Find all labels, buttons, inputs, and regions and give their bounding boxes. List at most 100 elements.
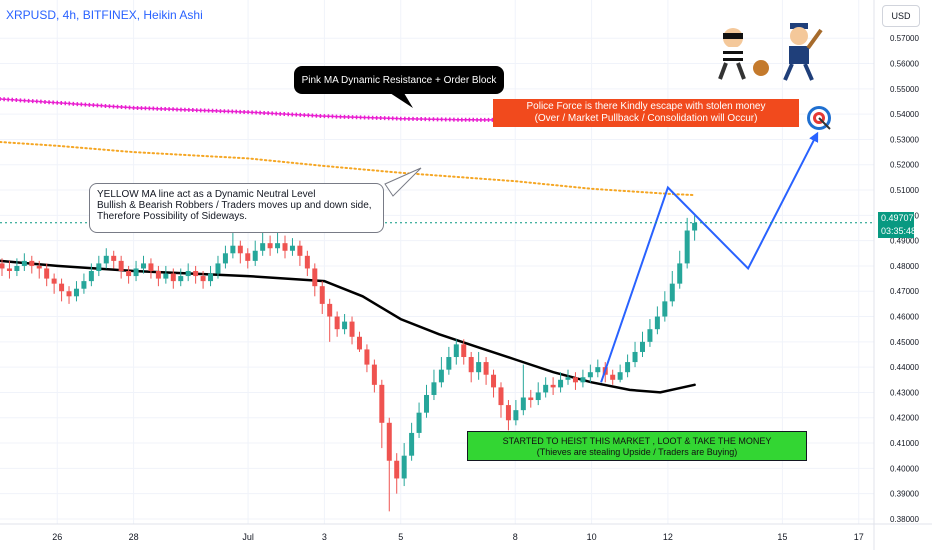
pink-ma-mark [286, 112, 291, 117]
pink-ma-mark [374, 115, 379, 120]
yellow-ma-annotation[interactable]: YELLOW MA line act as a Dynamic Neutral … [89, 183, 384, 233]
countdown-badge: 03:35:48 [878, 224, 916, 238]
heist-annotation-line-2: (Thieves are stealing Upside / Traders a… [536, 447, 738, 457]
pink-ma-mark [95, 103, 100, 108]
pink-ma-mark [274, 111, 279, 116]
target-icon [807, 106, 831, 130]
heist-annotation[interactable]: STARTED TO HEIST THIS MARKET , LOOT & TA… [467, 431, 807, 461]
candle-body [141, 263, 147, 269]
pink-ma-mark [214, 108, 219, 113]
candle-body [245, 253, 251, 261]
candle-body [595, 367, 601, 373]
police-annotation-line-2: (Over / Market Pullback / Consolidation … [534, 113, 758, 124]
candle-body [416, 412, 422, 433]
pink-ma-mark [334, 114, 339, 119]
pink-ma-mark [482, 117, 487, 122]
pink-ma-mark [111, 104, 116, 109]
pink-ma-mark [210, 108, 215, 113]
candle-body [349, 321, 355, 337]
y-tick-label: 0.53000 [890, 135, 919, 144]
y-tick-label: 0.56000 [890, 60, 919, 69]
candle-body [289, 245, 295, 251]
candle-body [401, 455, 407, 479]
pink-ma-mark [427, 117, 432, 122]
pink-ma-mark [435, 117, 440, 122]
pink-ma-mark [467, 117, 472, 122]
pink-ma-mark [75, 102, 80, 107]
candle-body [535, 392, 541, 401]
projection [384, 93, 819, 383]
y-tick-label: 0.48000 [890, 262, 919, 271]
police-annotation[interactable]: Police Force is there Kindly escape with… [493, 99, 799, 127]
candle-body [394, 460, 400, 479]
candle-body [81, 281, 87, 289]
candle-body [44, 268, 50, 279]
candle-body [468, 357, 474, 373]
candle-body [356, 336, 362, 350]
pink-ma-mark [310, 113, 315, 118]
pink-ma-mark [290, 112, 295, 117]
candle-body [319, 286, 325, 304]
candle-body [639, 341, 645, 352]
candle-body [260, 243, 266, 251]
candle-body [282, 243, 288, 251]
pink-ma-mark [26, 98, 31, 103]
candle-body [543, 384, 549, 393]
x-tick-label: 3 [322, 532, 327, 542]
black-ma-line [0, 259, 696, 394]
pink-ma-mark [51, 100, 56, 105]
pink-ma-mark [250, 110, 255, 115]
heist-annotation-line-1: STARTED TO HEIST THIS MARKET , LOOT & TA… [502, 436, 772, 446]
pink-ma-mark [103, 103, 108, 108]
candle-body [446, 357, 452, 370]
candle-body [550, 384, 556, 388]
pink-ma-mark [419, 117, 424, 122]
candle-body [625, 362, 631, 373]
pink-ma-annotation[interactable]: Pink MA Dynamic Resistance + Order Block [294, 66, 504, 94]
x-tick-label: 28 [129, 532, 139, 542]
candle-body [476, 362, 482, 373]
pink-ma-mark [194, 108, 199, 113]
candle-body [572, 377, 578, 383]
currency-button[interactable]: USD [882, 5, 920, 27]
pink-ma-mark [163, 107, 168, 112]
pink-ma-mark [306, 113, 311, 118]
pink-ma-mark [394, 116, 399, 121]
candle-body [14, 265, 20, 271]
candle-body [528, 397, 534, 401]
candle-body [6, 268, 12, 271]
x-tick-label: 26 [52, 532, 62, 542]
candle-body [267, 243, 273, 249]
pink-ma-mark [318, 113, 323, 118]
current-price-badge: 0.49707 [878, 211, 914, 225]
pink-ma-mark [326, 114, 331, 119]
y-tick-label: 0.45000 [890, 338, 919, 347]
pink-annotation-pointer [390, 93, 413, 108]
candle-body [461, 344, 467, 358]
pink-ma-mark [182, 107, 187, 112]
candle-body [29, 260, 35, 266]
candles [0, 215, 698, 512]
x-tick-label: Jul [242, 532, 254, 542]
candle-body [0, 263, 5, 269]
candle-body [222, 253, 228, 264]
pink-ma-mark [298, 112, 303, 117]
pink-ma-mark [471, 117, 476, 122]
candle-body [669, 283, 675, 302]
candle-body [424, 394, 430, 413]
y-tick-label: 0.49000 [890, 237, 919, 246]
moving-averages [0, 96, 696, 394]
candle-body [371, 364, 377, 385]
candle-body [364, 349, 370, 365]
pink-ma-mark [55, 100, 60, 105]
candle-body [230, 245, 236, 254]
candle-body [610, 374, 616, 380]
pink-ma-mark [151, 106, 156, 111]
candle-body [200, 276, 206, 282]
y-tick-label: 0.44000 [890, 363, 919, 372]
pink-ma-mark [278, 111, 283, 116]
candle-body [51, 278, 57, 284]
candle-body [73, 288, 79, 297]
pink-ma-mark [411, 116, 416, 121]
